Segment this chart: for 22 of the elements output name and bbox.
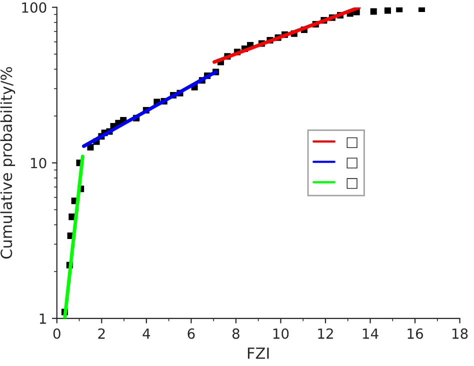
point — [370, 8, 377, 15]
x-axis-title: FZI — [248, 348, 269, 359]
y-tick-label: 100 — [22, 2, 46, 13]
x-tick-label: 18 — [452, 328, 468, 339]
y-tick-label: 1 — [40, 314, 46, 324]
x-tick-label: 8 — [232, 328, 240, 339]
x-tick-label: 14 — [362, 328, 378, 339]
x-tick-label: 6 — [188, 328, 195, 339]
x-tick-label: 4 — [142, 328, 150, 339]
x-tick-label: 16 — [408, 328, 423, 339]
point — [384, 7, 391, 14]
x-tick-label: 0 — [53, 328, 60, 339]
x-tick-label: 2 — [98, 328, 105, 339]
legend-label: □ — [346, 178, 358, 189]
legend-label: □ — [346, 158, 358, 168]
point — [418, 7, 425, 12]
y-axis-title: Cumulative probability/% — [0, 67, 16, 259]
x-tick-label: 12 — [318, 328, 333, 339]
y-tick-label: 10 — [31, 158, 46, 168]
legend-label: □ — [346, 137, 358, 148]
point — [396, 7, 403, 12]
x-tick-label: 10 — [273, 328, 289, 339]
